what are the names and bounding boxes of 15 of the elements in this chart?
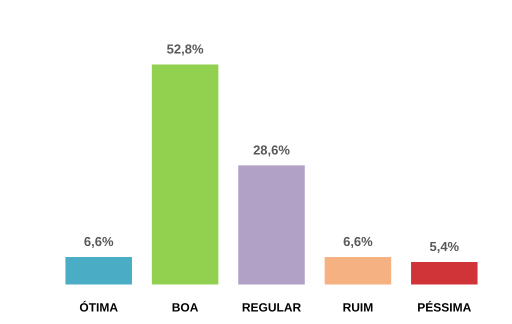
x-tick-label: ÓTIMA [79, 300, 118, 314]
data-label: 52,8% [166, 42, 204, 56]
x-tick-label: PÉSSIMA [417, 300, 472, 314]
bar [324, 257, 392, 284]
data-label: 28,6% [253, 142, 290, 158]
data-label: 6,6% [84, 234, 114, 249]
bar [65, 257, 132, 284]
data-label: 5,4% [429, 239, 460, 254]
x-tick-label: BOA [172, 300, 199, 314]
data-label: 6,6% [343, 234, 374, 249]
bar [411, 262, 478, 284]
bar [238, 165, 305, 284]
bar [152, 64, 218, 284]
x-tick-label: REGULAR [242, 300, 302, 314]
x-tick-label: RUIM [342, 300, 374, 314]
